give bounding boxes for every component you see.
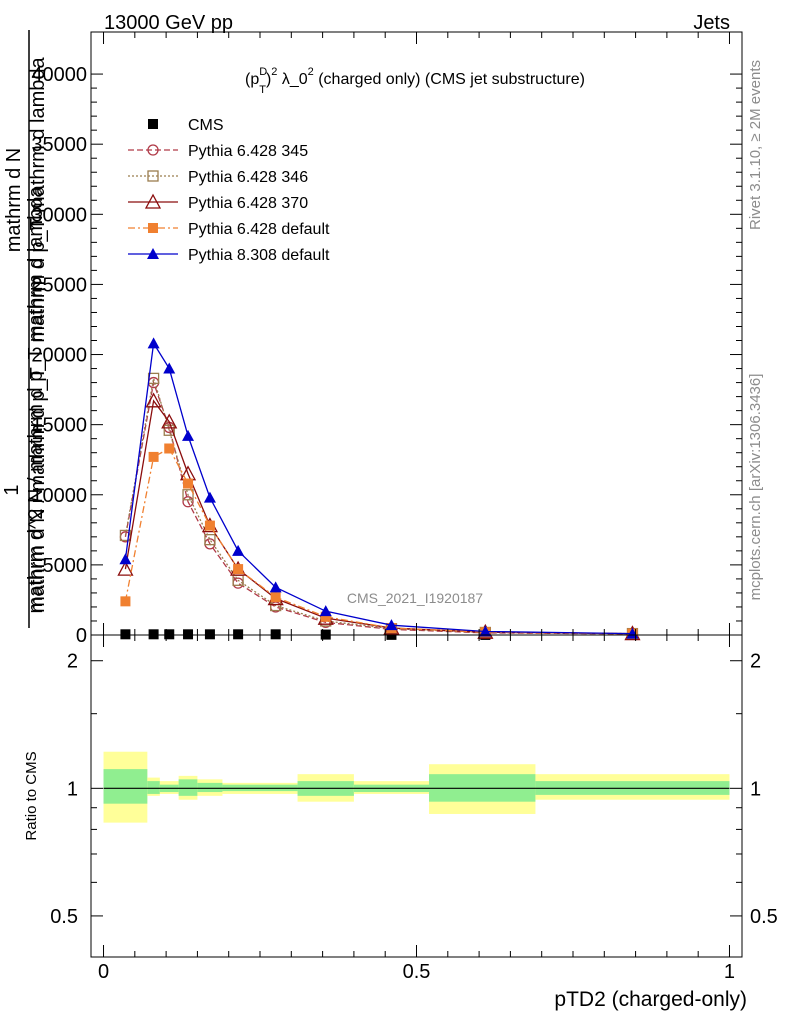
legend-label: Pythia 6.428 345	[188, 143, 308, 160]
data-point	[183, 478, 194, 489]
legend-label: CMS	[188, 117, 224, 134]
data-point	[204, 533, 216, 546]
ratio-y-axis-label: Ratio to CMS	[23, 751, 40, 840]
ylabel-line-4: mathrm d^2 N / mathrm d p_T mathrm d lam…	[25, 186, 47, 614]
ylabel-line-2: 1	[1, 484, 23, 495]
series-line	[124, 380, 633, 635]
data-point	[204, 520, 215, 531]
x-tick-label: 0	[98, 961, 109, 983]
ratio-y-tick-label: 2	[67, 651, 78, 673]
legend-marker	[144, 193, 162, 209]
data-point	[233, 564, 244, 575]
data-point	[164, 443, 175, 454]
main-y-tick-label: 15000	[31, 415, 87, 437]
ylabel-line-1: mathrm d N	[3, 148, 25, 252]
main-y-tick-label: 5000	[43, 555, 88, 577]
data-point	[269, 581, 282, 593]
ylabel-line-5: mathrm d N / mathrm d p_T	[27, 367, 49, 613]
main-series	[117, 337, 641, 641]
data-point	[117, 560, 134, 576]
ratio-y-tick-label-right: 1	[750, 778, 761, 800]
legend-label: Pythia 6.428 370	[188, 195, 308, 212]
legend-marker	[147, 248, 159, 259]
data-point	[148, 629, 159, 640]
legend-entry: Pythia 6.428 346	[128, 169, 308, 186]
legend-entry: Pythia 6.428 345	[128, 143, 308, 160]
data-point	[119, 553, 132, 565]
main-y-tick-label: 0	[76, 625, 87, 647]
legend-entry: CMS	[148, 117, 224, 134]
legend-marker	[148, 223, 158, 233]
ratio-band-inner	[197, 782, 223, 793]
legend-label: Pythia 6.428 default	[188, 221, 330, 238]
x-ticks: 0 0.5 1	[98, 32, 735, 983]
main-y-tick-label: 20000	[31, 345, 87, 367]
data-point	[120, 629, 131, 640]
x-axis-label: pTD2 (charged-only)	[554, 988, 747, 1011]
data-point	[270, 592, 281, 603]
ratio-y-tick-label-right: 0.5	[750, 906, 778, 928]
ylabel-line-3: mathrm d p_T mathrm d lambda	[27, 56, 49, 342]
data-point	[385, 619, 398, 631]
data-point	[182, 496, 194, 508]
legend-entry: Pythia 6.428 default	[128, 221, 330, 238]
data-point	[147, 337, 160, 349]
watermark: CMS_2021_I1920187	[347, 590, 483, 606]
data-point	[203, 491, 216, 503]
main-panel: 0 5000 10000 15000 20000 25000 30000 35000 40000…	[1, 30, 743, 647]
legend-marker	[148, 119, 158, 129]
data-point	[204, 629, 215, 640]
legend-label: Pythia 6.428 346	[188, 169, 308, 186]
legend: CMS Pythia 6.428 345 Pythia 6.428 346 Pythi…	[128, 117, 330, 264]
data-point	[164, 629, 175, 640]
legend-entry: Pythia 8.308 default	[128, 247, 330, 264]
main-y-tick-label: 35000	[31, 134, 87, 156]
ratio-y-tick-label-right: 2	[750, 651, 761, 673]
main-y-tick-label: 30000	[31, 204, 87, 226]
main-y-ticks: 0 5000 10000 15000 20000 25000 30000 35000 40000	[31, 64, 742, 647]
main-y-tick-label: 25000	[31, 274, 87, 296]
series-pythia-8-308-default	[119, 337, 639, 639]
data-point	[319, 605, 332, 617]
header-right: Jets	[693, 12, 730, 34]
ratio-panel: 0.5 0.51 12 2 0 0.5 1 Ratio to CMS pTD2 (char…	[23, 32, 778, 1011]
main-y-axis-label: mathrm d N 1 mathrm d p_T mathrm d lambd…	[1, 30, 49, 628]
data-point	[148, 451, 159, 462]
series-pythia-6-428-default	[120, 443, 638, 639]
legend-label: Pythia 8.308 default	[188, 247, 330, 264]
header-left: 13000 GeV pp	[104, 12, 233, 34]
data-point	[479, 625, 492, 637]
data-point	[182, 489, 194, 501]
rivet-label: Rivet 3.1.10, ≥ 2M events	[747, 60, 764, 230]
data-point	[320, 611, 331, 622]
main-y-tick-label: 40000	[31, 64, 87, 86]
legend-entry: Pythia 6.428 370	[128, 193, 308, 212]
data-point	[183, 629, 194, 640]
legend-marker	[147, 170, 159, 182]
ratio-y-tick-label: 0.5	[50, 906, 78, 928]
ratio-y-tick-label: 1	[67, 778, 78, 800]
data-point	[145, 392, 162, 408]
ratio-y-ticks: 0.5 0.5 1 1 2 2	[50, 651, 778, 928]
data-point	[120, 596, 131, 607]
data-point	[233, 629, 244, 640]
legend-marker	[147, 144, 159, 156]
chart-title: (pD T)2 λ_02 (charged only) (CMS jet subs…	[245, 66, 585, 96]
x-tick-label: 1	[724, 961, 735, 983]
mcplots-label: mcplots.cern.ch [arXiv:1306.3436]	[747, 374, 764, 601]
data-point	[163, 424, 175, 436]
ratio-band-inner	[178, 779, 198, 796]
data-point	[161, 413, 178, 429]
ratio-band-inner	[147, 781, 160, 794]
x-tick-label: 0.5	[403, 961, 431, 983]
data-point	[270, 629, 281, 640]
ratio-band-inner	[103, 769, 148, 804]
ratio-bands	[103, 751, 730, 823]
data-point	[232, 544, 245, 556]
main-y-tick-label: 10000	[31, 485, 87, 507]
series-line	[124, 378, 633, 635]
data-point	[182, 429, 195, 441]
data-point	[163, 362, 176, 374]
